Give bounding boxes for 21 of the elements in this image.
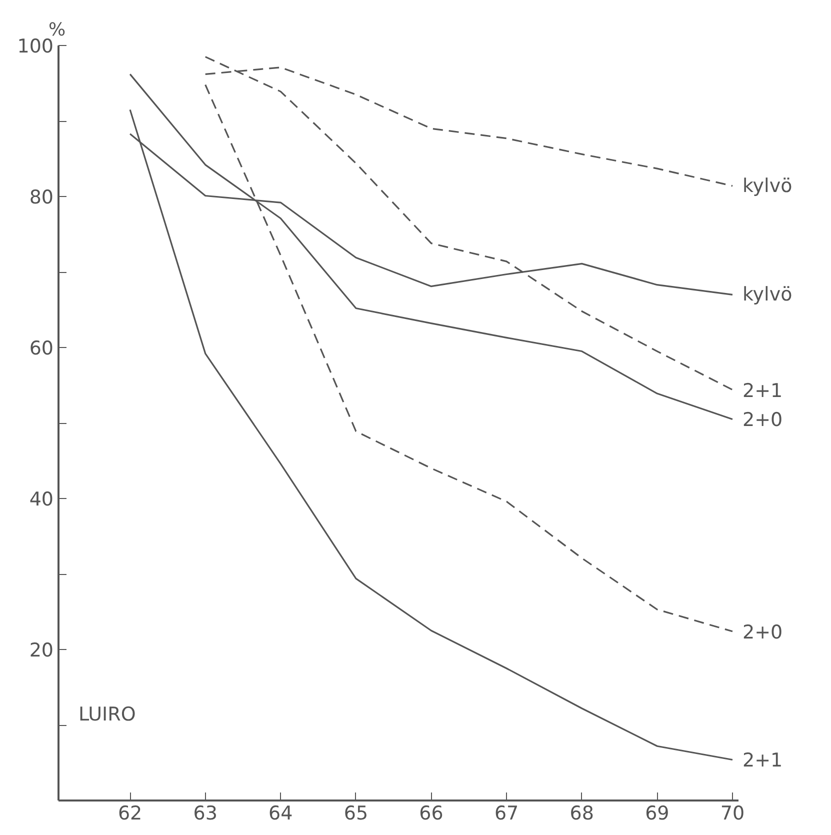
series-label: 2+1 bbox=[742, 380, 783, 402]
y-tick-label: 60 bbox=[29, 338, 54, 360]
y-tick-label: 20 bbox=[29, 640, 54, 662]
x-tick-label: 65 bbox=[344, 802, 368, 824]
series-label: kylvö bbox=[742, 174, 792, 197]
x-tick-label: 62 bbox=[118, 802, 142, 824]
series-label: 2+0 bbox=[742, 621, 783, 644]
series-label: kylvö bbox=[742, 284, 792, 306]
x-tick-label: 64 bbox=[268, 802, 293, 824]
x-tick-label: 70 bbox=[720, 802, 745, 824]
annotation: LUIRO bbox=[78, 704, 136, 726]
x-tick-label: 68 bbox=[570, 802, 594, 824]
x-tick-label: 66 bbox=[419, 802, 444, 824]
series-label: 2+1 bbox=[742, 750, 783, 772]
x-tick-label: 69 bbox=[645, 802, 670, 824]
x-tick-label: 67 bbox=[494, 802, 519, 824]
series-label: 2+0 bbox=[742, 409, 783, 432]
y-tick-label: 40 bbox=[29, 488, 54, 510]
y-tick-label: 80 bbox=[29, 186, 54, 208]
x-tick-label: 63 bbox=[193, 802, 218, 824]
y-tick-label: 100 bbox=[17, 36, 54, 58]
